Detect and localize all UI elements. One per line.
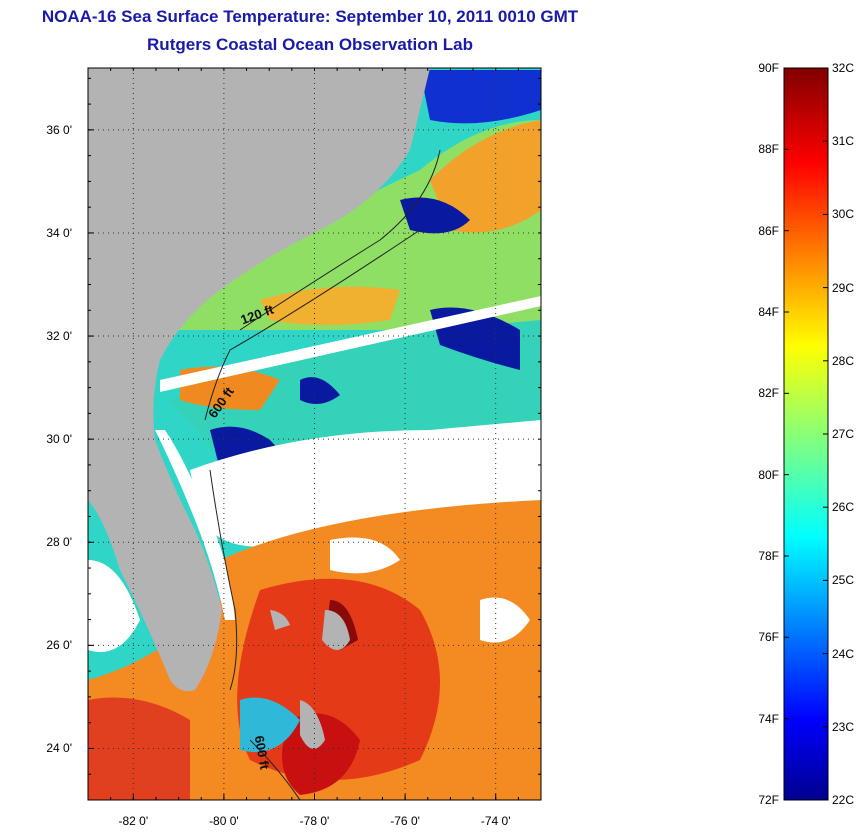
colorbar-c-label: 32C	[832, 61, 855, 75]
colorbar-c-label: 22C	[832, 793, 855, 807]
colorbar-f-label: 82F	[758, 386, 779, 401]
colorbar-f-label: 76F	[758, 630, 779, 645]
colorbar-f-label: 84F	[758, 305, 779, 319]
contour-line	[209, 469, 238, 691]
colorbar-c-label: 26C	[832, 500, 855, 515]
land-mass	[88, 68, 430, 692]
colorbar-f-label: 72F	[758, 793, 779, 807]
lon-tick-label: -76 0'	[390, 814, 420, 828]
lat-tick-label: 34 0'	[46, 225, 72, 240]
contour-line	[239, 149, 441, 331]
contour-line	[204, 229, 421, 421]
colorbar-f-label: 78F	[758, 549, 779, 563]
colorbar-ticks	[784, 67, 828, 801]
map-subtitle: Rutgers Coastal Ocean Observation Lab	[147, 35, 473, 54]
lat-tick-label: 26 0'	[46, 638, 72, 653]
lon-tick-label: -74 0'	[480, 814, 511, 828]
colorbar-c-label: 29C	[832, 280, 855, 295]
colorbar-f-label: 90F	[758, 61, 779, 75]
lat-tick-label: 36 0'	[46, 122, 72, 137]
colorbar	[783, 67, 829, 801]
colorbar-c-label: 27C	[832, 427, 855, 441]
colorbar-f-label: 74F	[758, 711, 779, 726]
lon-tick-label: -78 0'	[299, 814, 330, 828]
contour-line	[249, 739, 301, 800]
lat-tick-label: 24 0'	[46, 741, 72, 756]
lat-tick-label: 28 0'	[46, 535, 72, 550]
colorbar-f-label: 80F	[758, 467, 779, 482]
lat-tick-label: 32 0'	[46, 329, 72, 344]
map-plot-area	[88, 68, 541, 800]
colorbar-c-label: 25C	[832, 573, 855, 588]
colorbar-f-label: 88F	[758, 142, 779, 157]
map-title: NOAA-16 Sea Surface Temperature: Septemb…	[41, 7, 579, 26]
island	[322, 610, 350, 650]
lat-tick-label: 30 0'	[46, 432, 72, 447]
satellite-gap	[160, 296, 541, 392]
colorbar-c-label: 23C	[832, 719, 855, 734]
colorbar-c-label: 30C	[832, 207, 855, 222]
island	[270, 610, 290, 630]
colorbar-c-label: 28C	[832, 353, 855, 368]
colorbar-f-label: 86F	[758, 223, 779, 238]
map-grid	[88, 68, 541, 800]
island	[300, 700, 325, 749]
colorbar-c-label: 31C	[832, 134, 855, 149]
colorbar-c-label: 24C	[832, 646, 855, 661]
lon-tick-label: -80 0'	[209, 814, 239, 828]
lon-tick-label: -82 0'	[118, 814, 149, 828]
map-ticks	[87, 68, 542, 801]
